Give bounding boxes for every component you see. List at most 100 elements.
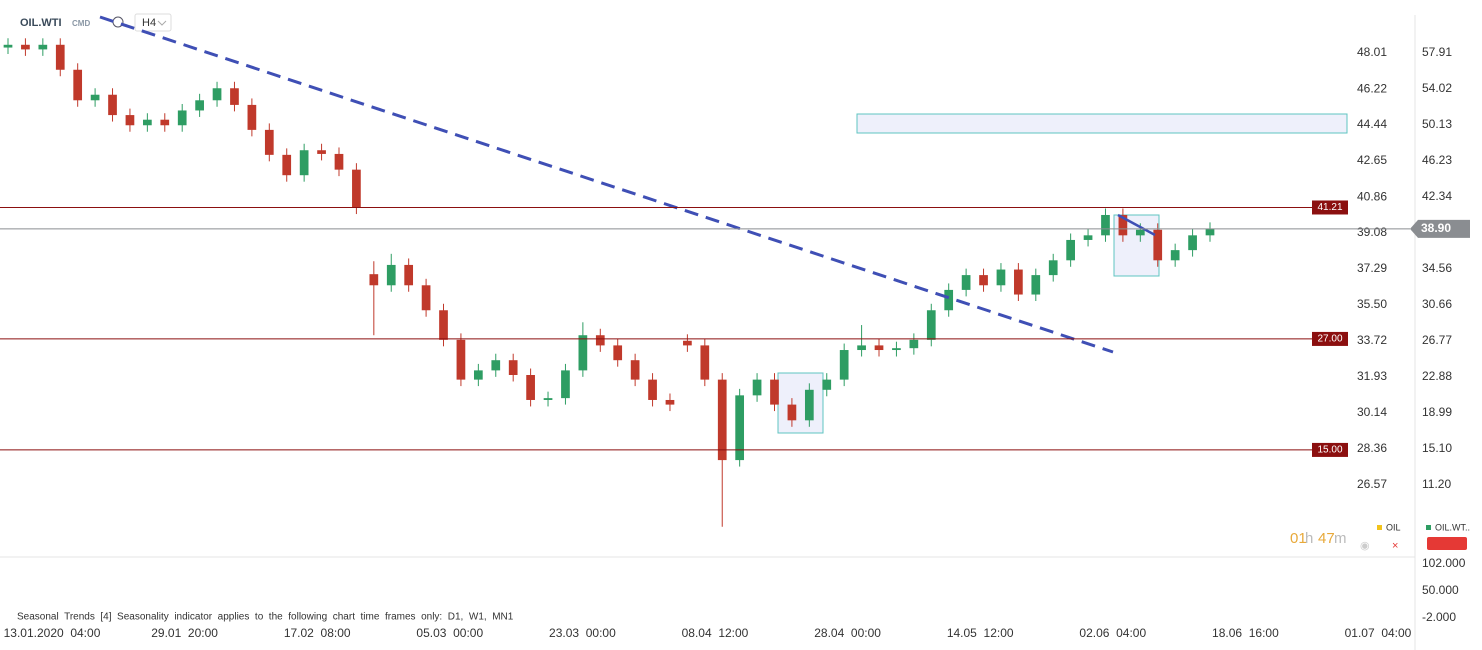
candle-body: [264, 129, 274, 155]
candle-body: [839, 350, 849, 380]
candle-body: [874, 345, 884, 351]
level-label-box: [1312, 442, 1348, 457]
candle-body: [1135, 229, 1145, 236]
timer-h: h: [1305, 530, 1313, 547]
candle-body: [439, 310, 448, 340]
legend-swatch: [1426, 525, 1431, 530]
x-tick-label: 01.07 04:00: [1345, 626, 1412, 640]
candle-body: [1048, 260, 1058, 276]
y2-tick-label: 44.44: [1357, 117, 1387, 131]
candle-body: [1083, 235, 1093, 240]
candle-body: [230, 88, 239, 105]
level-label: 15.00: [1317, 445, 1342, 456]
candle-body: [404, 264, 414, 286]
candle-body: [979, 275, 988, 286]
candle-body: [735, 395, 745, 461]
candle-body: [299, 150, 309, 176]
x-tick-label: 28.04 00:00: [814, 626, 881, 640]
zone-rect: [777, 372, 824, 434]
candle-body: [1188, 235, 1197, 251]
y-tick-label: 57.91: [1422, 45, 1452, 59]
candle-body: [561, 370, 570, 399]
candle-body: [177, 110, 187, 126]
candle-body: [595, 335, 605, 346]
legend-label: OIL: [1386, 522, 1401, 532]
candle-body: [282, 154, 292, 176]
lower-tick-label: 50.000: [1422, 583, 1459, 597]
candle-body: [125, 115, 135, 126]
candle-body: [543, 398, 553, 400]
close-icon[interactable]: ×: [1392, 540, 1398, 552]
eye-icon[interactable]: ◉: [1360, 540, 1370, 552]
y2-tick-label: 28.36: [1357, 441, 1387, 455]
candle-body: [317, 150, 326, 154]
remove-button[interactable]: [1427, 537, 1467, 550]
candle-body: [717, 379, 727, 461]
candle-body: [3, 44, 13, 48]
y-tick-label: 26.77: [1422, 333, 1452, 347]
candle-body: [613, 345, 623, 361]
candle-body: [804, 389, 814, 421]
zone-rect: [856, 113, 1348, 134]
x-tick-label: 18.06 16:00: [1212, 626, 1279, 640]
candle-body: [1014, 269, 1023, 295]
y-tick-label: 42.34: [1422, 189, 1452, 203]
candle-body: [73, 69, 83, 101]
y-tick-label: 46.23: [1422, 153, 1452, 167]
candle-body: [491, 360, 501, 371]
candle-body: [108, 94, 117, 116]
y-tick-label: 22.88: [1422, 369, 1452, 383]
candle-body: [1101, 214, 1110, 236]
candle-body: [526, 375, 535, 400]
timer-minutes: 47: [1318, 530, 1335, 547]
timer-m: m: [1334, 530, 1347, 547]
trend-line: [1117, 213, 1156, 237]
candle-body: [752, 379, 762, 396]
y-tick-label: 34.56: [1422, 261, 1452, 275]
candle-body: [822, 379, 832, 390]
legend-label: OIL.WT..: [1435, 522, 1470, 532]
candle-body: [160, 119, 170, 126]
candle-body: [1205, 228, 1215, 236]
candle-body: [473, 370, 483, 380]
candle-body: [770, 379, 779, 405]
candle-body: [961, 275, 971, 290]
symbol[interactable]: OIL.WTI: [20, 17, 62, 29]
y-tick-label: 30.66: [1422, 297, 1452, 311]
candle-body: [334, 153, 344, 170]
y2-tick-label: 30.14: [1357, 405, 1387, 419]
level-label-box: [1312, 331, 1348, 346]
candle-body: [1153, 229, 1163, 261]
candle-body: [38, 44, 48, 50]
x-tick-label: 17.02 08:00: [284, 626, 351, 640]
timeframe-box[interactable]: [134, 13, 172, 32]
candle-body: [926, 310, 936, 340]
timeframe[interactable]: H4: [142, 17, 156, 29]
y2-tick-label: 37.29: [1357, 261, 1387, 275]
level-label: 27.00: [1317, 334, 1342, 345]
y2-tick-label: 46.22: [1357, 81, 1387, 95]
candle-body: [683, 340, 692, 346]
candle-body: [630, 360, 640, 380]
candle-body: [90, 94, 100, 101]
candle-body: [456, 339, 466, 380]
y2-tick-label: 33.72: [1357, 333, 1387, 347]
dropdown-arrow: [157, 20, 167, 26]
candle-body: [1170, 250, 1180, 261]
lower-tick-label: 102.000: [1422, 556, 1466, 570]
lower-tick-label: -2.000: [1422, 610, 1456, 624]
candle-body: [212, 88, 222, 101]
candle-body: [55, 44, 65, 70]
y2-tick-label: 35.50: [1357, 297, 1387, 311]
candle-body: [909, 339, 919, 349]
x-tick-label: 13.01.2020 04:00: [4, 626, 101, 640]
candle-body: [1066, 239, 1075, 261]
y2-tick-label: 48.01: [1357, 45, 1387, 59]
y2-tick-label: 40.86: [1357, 189, 1387, 203]
candle-body: [892, 348, 901, 351]
current-price-box: [1410, 219, 1470, 238]
y-tick-label: 50.13: [1422, 117, 1452, 131]
candle-body: [578, 335, 588, 371]
